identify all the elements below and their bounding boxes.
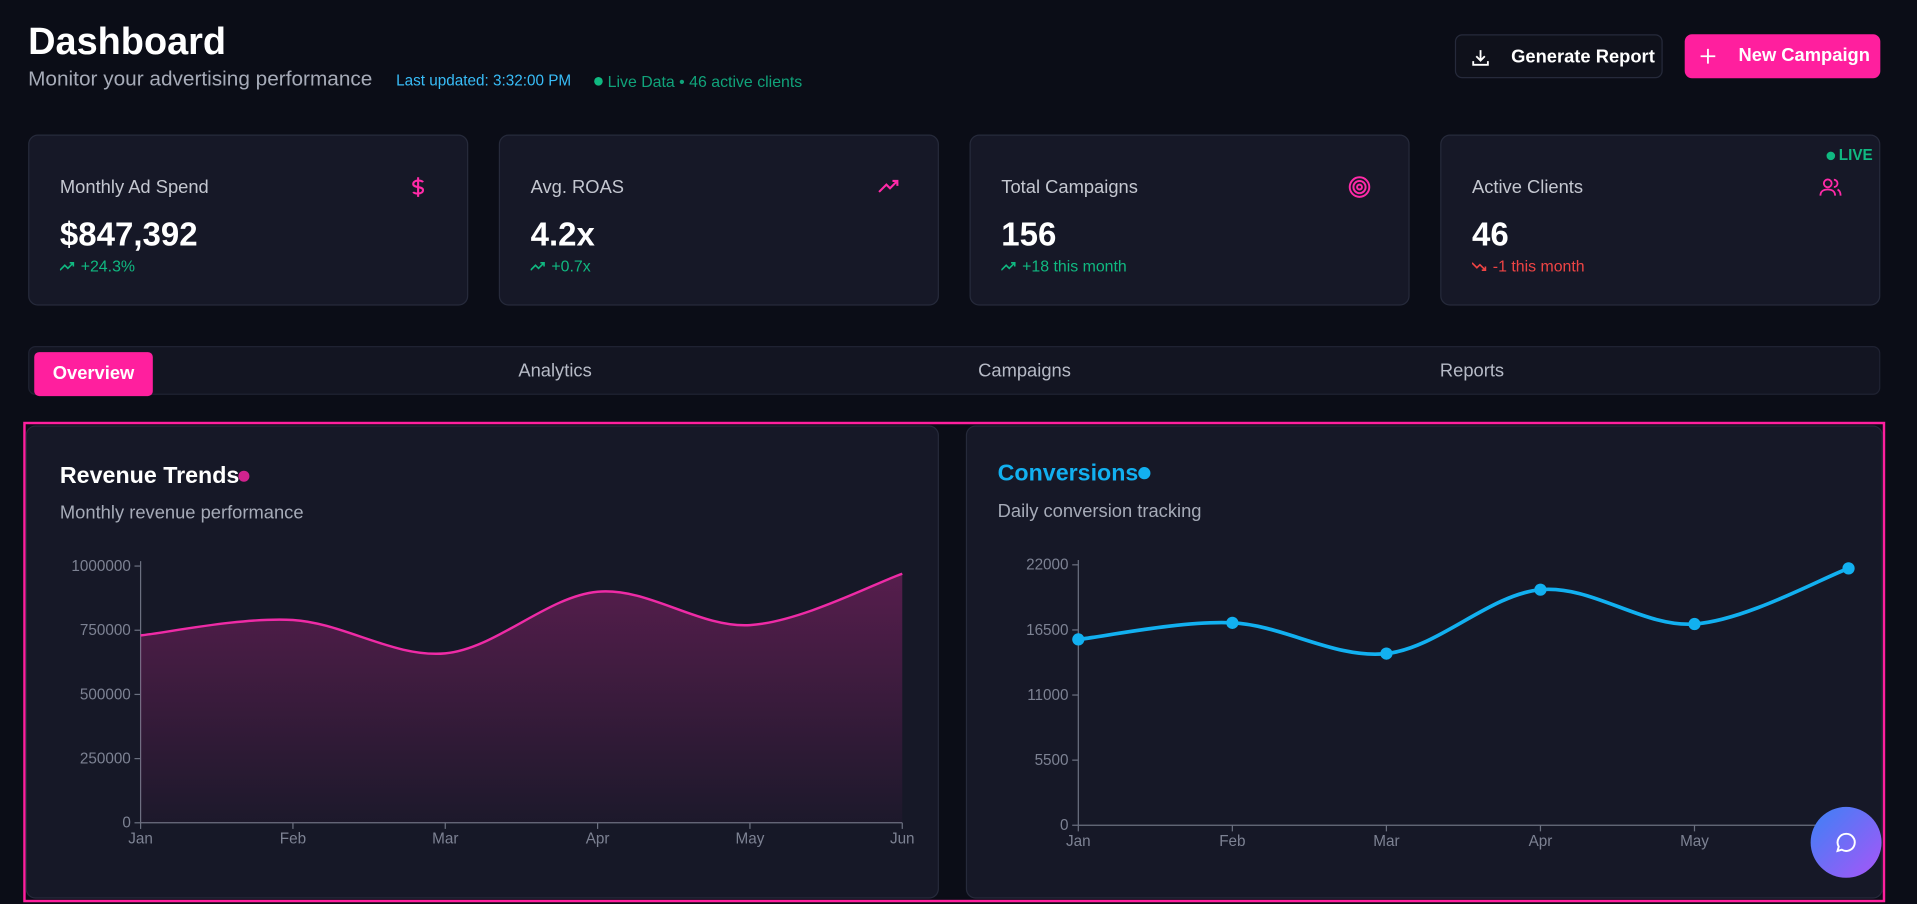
marker xyxy=(1226,616,1239,629)
x-tick-label: May xyxy=(1680,833,1709,850)
chart-title: Revenue Trends xyxy=(59,463,240,490)
chart-subtitle: Monthly revenue performance xyxy=(59,502,304,524)
marker xyxy=(1072,633,1085,646)
stat-label: Total Campaigns xyxy=(1001,177,1138,199)
x-tick-label: Jan xyxy=(1066,833,1091,850)
chat-icon xyxy=(1836,832,1856,853)
x-tick-label: May xyxy=(736,831,765,848)
stat-change-row: +0.7x xyxy=(530,256,591,276)
page-title: Dashboard xyxy=(28,19,227,63)
live-status: Live Data • 46 active clients xyxy=(607,72,803,91)
trend-icon xyxy=(878,179,899,193)
x-tick-label: Jan xyxy=(128,831,153,848)
stat-card: Total Campaigns 156 +18 this month xyxy=(969,134,1410,306)
area xyxy=(140,573,903,823)
stat-change: -1 this month xyxy=(1492,256,1585,276)
marker xyxy=(1688,617,1701,631)
stat-label: Active Clients xyxy=(1471,177,1584,199)
users-icon xyxy=(1819,178,1842,196)
generate-report-button[interactable]: Generate Report xyxy=(1454,34,1663,79)
stat-change-row: -1 this month xyxy=(1471,256,1585,276)
stat-value: 156 xyxy=(1001,216,1057,254)
y-tick-label: 16500 xyxy=(1026,622,1068,639)
line xyxy=(140,572,903,655)
stat-card: Monthly Ad Spend $847,392 +24.3% xyxy=(28,134,469,306)
stat-value: 46 xyxy=(1471,216,1509,254)
stat-card: Avg. ROAS 4.2x +0.7x xyxy=(498,134,939,306)
focus-outline xyxy=(23,421,1886,903)
stat-change: +18 this month xyxy=(1022,256,1127,276)
stat-label: Avg. ROAS xyxy=(530,177,625,199)
stat-label: Monthly Ad Spend xyxy=(59,177,209,199)
new-campaign-button[interactable]: New Campaign xyxy=(1684,34,1881,79)
y-tick-label: 22000 xyxy=(1026,557,1068,574)
trend-up-icon xyxy=(59,261,75,271)
target-icon xyxy=(1348,176,1371,198)
live-dot xyxy=(1826,151,1836,161)
chat-button[interactable] xyxy=(1810,806,1882,878)
y-tick-label: 0 xyxy=(1060,817,1069,834)
live-dot xyxy=(594,77,603,86)
title-dot xyxy=(1138,467,1151,480)
trend-up-icon xyxy=(1001,261,1016,271)
chart-title: Conversions xyxy=(997,460,1139,487)
stat-value: $847,392 xyxy=(59,216,198,254)
y-tick-label: 250000 xyxy=(80,751,131,768)
y-tick-label: 0 xyxy=(122,815,130,832)
marker xyxy=(1842,562,1855,575)
x-tick-label: Apr xyxy=(1529,833,1553,850)
trend-down-icon xyxy=(1471,261,1487,271)
tab[interactable]: Campaigns xyxy=(978,360,1071,382)
button-label: Generate Report xyxy=(1511,46,1655,68)
tab[interactable]: Analytics xyxy=(518,360,592,382)
dollar-icon xyxy=(412,177,425,197)
x-tick-label: Feb xyxy=(1219,833,1245,850)
x-tick-label: Mar xyxy=(432,831,458,848)
title-dot xyxy=(238,470,250,482)
stat-change-row: +18 this month xyxy=(1001,256,1127,276)
y-tick-label: 500000 xyxy=(80,686,131,703)
tab-bar: Overview Analytics Campaigns Reports xyxy=(28,345,1881,397)
marker xyxy=(1380,647,1393,660)
last-updated: Last updated: 3:32:00 PM xyxy=(396,72,572,90)
chart-subtitle: Daily conversion tracking xyxy=(997,501,1202,523)
trend-up-icon xyxy=(530,261,545,271)
stat-change-row: +24.3% xyxy=(59,256,136,276)
x-tick-label: Mar xyxy=(1373,833,1399,850)
stat-card: LIVE Active Clients 46 -1 this month xyxy=(1440,134,1881,306)
x-tick-label: Apr xyxy=(586,831,610,848)
button-label: New Campaign xyxy=(1738,45,1870,67)
y-tick-label: 11000 xyxy=(1027,687,1068,704)
line xyxy=(1078,566,1850,657)
live-badge: LIVE xyxy=(1838,146,1873,164)
page-subtitle: Monitor your advertising performance xyxy=(28,67,373,91)
chart-card: Conversions Daily conversion tracking xyxy=(965,425,1883,899)
stat-change: +24.3% xyxy=(80,256,136,276)
x-tick-label: Feb xyxy=(280,831,306,848)
tab[interactable]: Overview xyxy=(34,352,153,397)
tab[interactable]: Reports xyxy=(1439,360,1505,382)
stat-change: +0.7x xyxy=(551,256,591,276)
y-tick-label: 750000 xyxy=(80,622,131,639)
download-icon xyxy=(1472,50,1489,66)
plus-icon xyxy=(1700,48,1716,64)
stat-value: 4.2x xyxy=(530,216,595,254)
y-tick-label: 5500 xyxy=(1035,752,1069,769)
marker xyxy=(1534,583,1547,596)
x-tick-label: Jun xyxy=(890,831,915,848)
y-tick-label: 1000000 xyxy=(71,558,130,575)
